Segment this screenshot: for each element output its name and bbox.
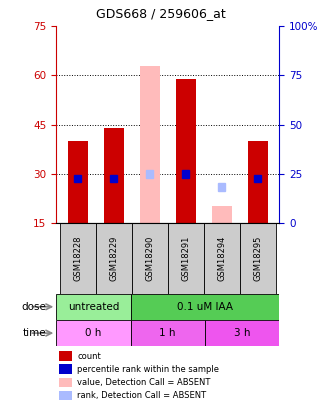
Bar: [218, 183, 225, 191]
Bar: [104, 128, 124, 223]
Text: 3 h: 3 h: [234, 328, 250, 338]
Bar: [146, 170, 153, 177]
Bar: [74, 175, 81, 183]
Text: time: time: [23, 328, 47, 338]
Bar: [56, 320, 131, 346]
Bar: [204, 223, 240, 294]
Bar: [205, 320, 279, 346]
Text: count: count: [77, 352, 101, 360]
Text: GSM18229: GSM18229: [109, 235, 118, 281]
Bar: [176, 79, 195, 223]
Text: rank, Detection Call = ABSENT: rank, Detection Call = ABSENT: [77, 391, 206, 400]
Bar: [254, 175, 261, 183]
Bar: [60, 223, 96, 294]
Bar: [182, 170, 189, 177]
Text: value, Detection Call = ABSENT: value, Detection Call = ABSENT: [77, 378, 210, 387]
Bar: [132, 223, 168, 294]
Bar: [131, 320, 205, 346]
Bar: [248, 141, 268, 223]
Text: dose: dose: [22, 302, 47, 312]
Text: GSM18295: GSM18295: [253, 235, 262, 281]
Bar: [140, 66, 160, 223]
Text: GSM18290: GSM18290: [145, 235, 154, 281]
Bar: [240, 223, 276, 294]
Bar: [168, 223, 204, 294]
Bar: [56, 294, 131, 320]
Text: percentile rank within the sample: percentile rank within the sample: [77, 365, 219, 374]
Text: GDS668 / 259606_at: GDS668 / 259606_at: [96, 7, 225, 20]
Text: 0.1 uM IAA: 0.1 uM IAA: [177, 302, 233, 312]
Bar: [96, 223, 132, 294]
Text: 1 h: 1 h: [160, 328, 176, 338]
Bar: [110, 175, 117, 183]
Text: GSM18294: GSM18294: [217, 235, 226, 281]
Bar: [68, 141, 88, 223]
Text: 0 h: 0 h: [85, 328, 101, 338]
Bar: [131, 294, 279, 320]
Text: GSM18228: GSM18228: [73, 235, 82, 281]
Text: untreated: untreated: [68, 302, 119, 312]
Text: GSM18291: GSM18291: [181, 235, 190, 281]
Bar: [212, 207, 231, 223]
